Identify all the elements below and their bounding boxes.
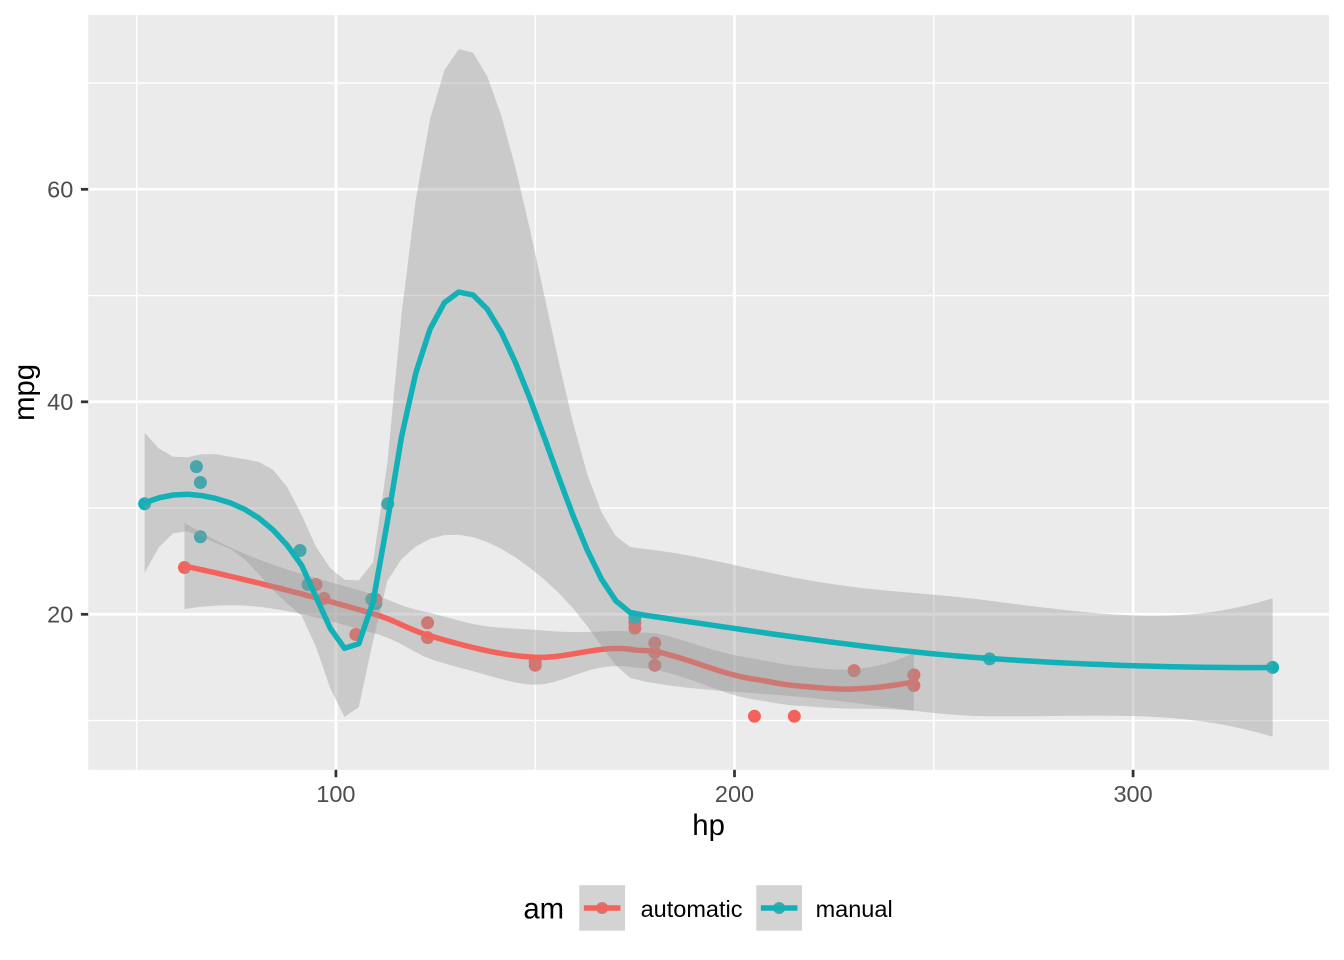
svg-text:300: 300 <box>1113 781 1152 807</box>
svg-text:hp: hp <box>692 809 725 842</box>
svg-text:100: 100 <box>316 781 355 807</box>
svg-text:60: 60 <box>47 177 73 203</box>
svg-text:20: 20 <box>47 602 73 628</box>
svg-text:automatic: automatic <box>641 896 743 922</box>
svg-text:manual: manual <box>816 896 893 922</box>
svg-text:am: am <box>523 892 564 925</box>
svg-text:40: 40 <box>47 389 73 415</box>
svg-text:200: 200 <box>715 781 754 807</box>
svg-text:mpg: mpg <box>8 364 41 421</box>
